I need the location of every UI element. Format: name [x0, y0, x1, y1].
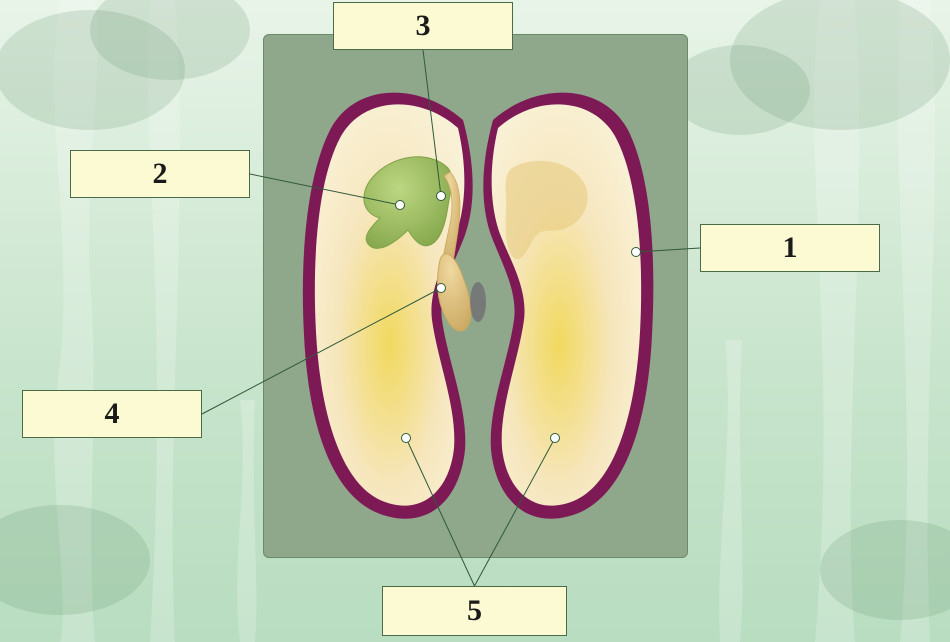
- label-2: 2: [70, 150, 250, 198]
- hilum-shadow: [470, 282, 486, 322]
- label-3: 3: [333, 2, 513, 50]
- seed-diagram: [0, 0, 950, 642]
- marker-2: [395, 200, 405, 210]
- label-1: 1: [700, 224, 880, 272]
- label-5: 5: [382, 586, 567, 636]
- marker-5a: [401, 433, 411, 443]
- diagram-stage: 1 2 3 4 5: [0, 0, 950, 642]
- label-3-text: 3: [416, 9, 431, 43]
- marker-4: [436, 283, 446, 293]
- cotyledon-right: [492, 104, 642, 505]
- label-2-text: 2: [153, 157, 168, 191]
- label-4: 4: [22, 390, 202, 438]
- marker-5b: [550, 433, 560, 443]
- marker-3: [436, 191, 446, 201]
- label-4-text: 4: [105, 397, 120, 431]
- label-5-text: 5: [467, 594, 482, 628]
- marker-1: [631, 247, 641, 257]
- label-1-text: 1: [783, 231, 798, 265]
